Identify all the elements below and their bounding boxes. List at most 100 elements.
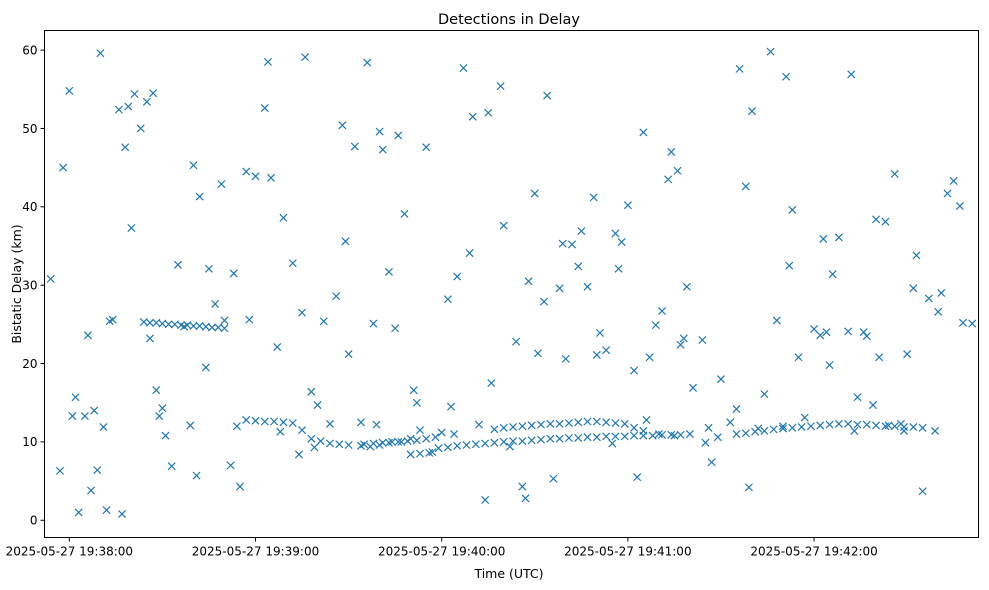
detection-point: [611, 229, 620, 238]
detection-point: [232, 422, 241, 431]
detection-point: [481, 495, 490, 504]
detection-point: [46, 274, 55, 283]
detection-point: [263, 57, 272, 66]
detection-point: [778, 422, 788, 431]
detection-point: [890, 422, 899, 431]
detection-point: [453, 272, 462, 281]
detection-point: [955, 202, 964, 211]
detection-point: [251, 416, 260, 425]
detection-point: [468, 112, 477, 121]
detection-point: [623, 201, 632, 210]
detection-point: [881, 422, 890, 431]
detection-point: [732, 404, 741, 414]
detection-point: [825, 361, 834, 370]
detection-point: [782, 72, 791, 81]
detection-point: [931, 426, 940, 435]
detection-point: [167, 462, 176, 471]
y-tick-label: 0: [30, 514, 38, 528]
detection-point: [900, 422, 909, 432]
detection-point: [406, 450, 415, 459]
detection-point: [164, 320, 173, 329]
detection-point: [415, 426, 424, 435]
detection-point: [434, 444, 443, 453]
y-tick-label: 60: [22, 43, 37, 57]
detection-point: [667, 430, 676, 439]
detection-point: [853, 393, 862, 402]
detection-point: [325, 439, 335, 448]
detection-point: [68, 412, 77, 421]
detection-point: [446, 402, 456, 411]
detection-point: [310, 443, 319, 452]
detection-point: [707, 458, 716, 467]
detection-point: [518, 437, 527, 446]
detection-point: [509, 437, 518, 446]
detection-point: [716, 375, 725, 384]
detection-point: [412, 398, 421, 407]
detection-point: [958, 318, 968, 327]
detection-point: [481, 439, 490, 448]
detection-point: [862, 332, 871, 341]
detection-point: [630, 423, 639, 432]
detection-point: [657, 430, 667, 439]
detection-point: [245, 315, 254, 324]
detection-point: [397, 437, 406, 446]
detection-point: [664, 175, 673, 184]
detection-point: [298, 308, 307, 317]
detection-point: [617, 238, 626, 247]
detection-point: [189, 321, 198, 330]
detection-point: [583, 417, 592, 426]
detection-point: [437, 428, 446, 437]
detection-point: [499, 221, 508, 230]
detection-point: [363, 58, 372, 67]
detection-point: [114, 105, 123, 114]
detection-point: [127, 223, 136, 232]
x-tick-label: 2025-05-27 19:42:00: [750, 545, 877, 559]
y-tick-label: 40: [22, 200, 37, 214]
detection-point: [673, 166, 682, 175]
detection-point: [875, 353, 884, 362]
detection-point: [822, 328, 831, 337]
detection-point: [118, 509, 127, 519]
detection-point: [99, 422, 108, 432]
detection-point: [83, 331, 92, 340]
detection-point: [772, 316, 781, 325]
detection-point: [769, 425, 778, 434]
detection-point: [428, 448, 437, 457]
detection-point: [226, 461, 235, 470]
detection-point: [378, 438, 387, 447]
detection-point: [602, 418, 611, 427]
detection-point: [527, 421, 536, 430]
detection-point: [555, 434, 564, 443]
detection-point: [325, 419, 335, 428]
detection-point: [384, 267, 393, 276]
detection-point: [788, 205, 797, 214]
detection-point: [375, 127, 384, 136]
detection-point: [633, 473, 642, 482]
detection-point: [611, 419, 620, 428]
detection-point: [266, 173, 276, 182]
detection-point: [93, 466, 102, 475]
detection-point: [868, 401, 878, 410]
detection-point: [800, 413, 809, 422]
detection-point: [828, 270, 837, 279]
detection-point: [105, 317, 114, 326]
detection-point: [903, 350, 912, 359]
detection-point: [335, 440, 344, 449]
detection-point: [509, 422, 518, 432]
detection-point: [121, 143, 130, 152]
detection-point: [834, 233, 843, 242]
detection-point: [949, 176, 958, 185]
detection-point: [344, 350, 353, 359]
detection-point: [350, 142, 359, 151]
detection-point: [173, 260, 182, 269]
detection-point: [825, 420, 834, 429]
detection-point: [332, 292, 341, 301]
detection-point: [155, 412, 164, 421]
detection-point: [918, 487, 927, 496]
x-tick-label: 2025-05-27 19:38:00: [6, 545, 133, 559]
detection-point: [645, 353, 654, 362]
detection-point: [574, 262, 583, 271]
detection-point: [499, 437, 508, 446]
detection-point: [639, 431, 648, 440]
